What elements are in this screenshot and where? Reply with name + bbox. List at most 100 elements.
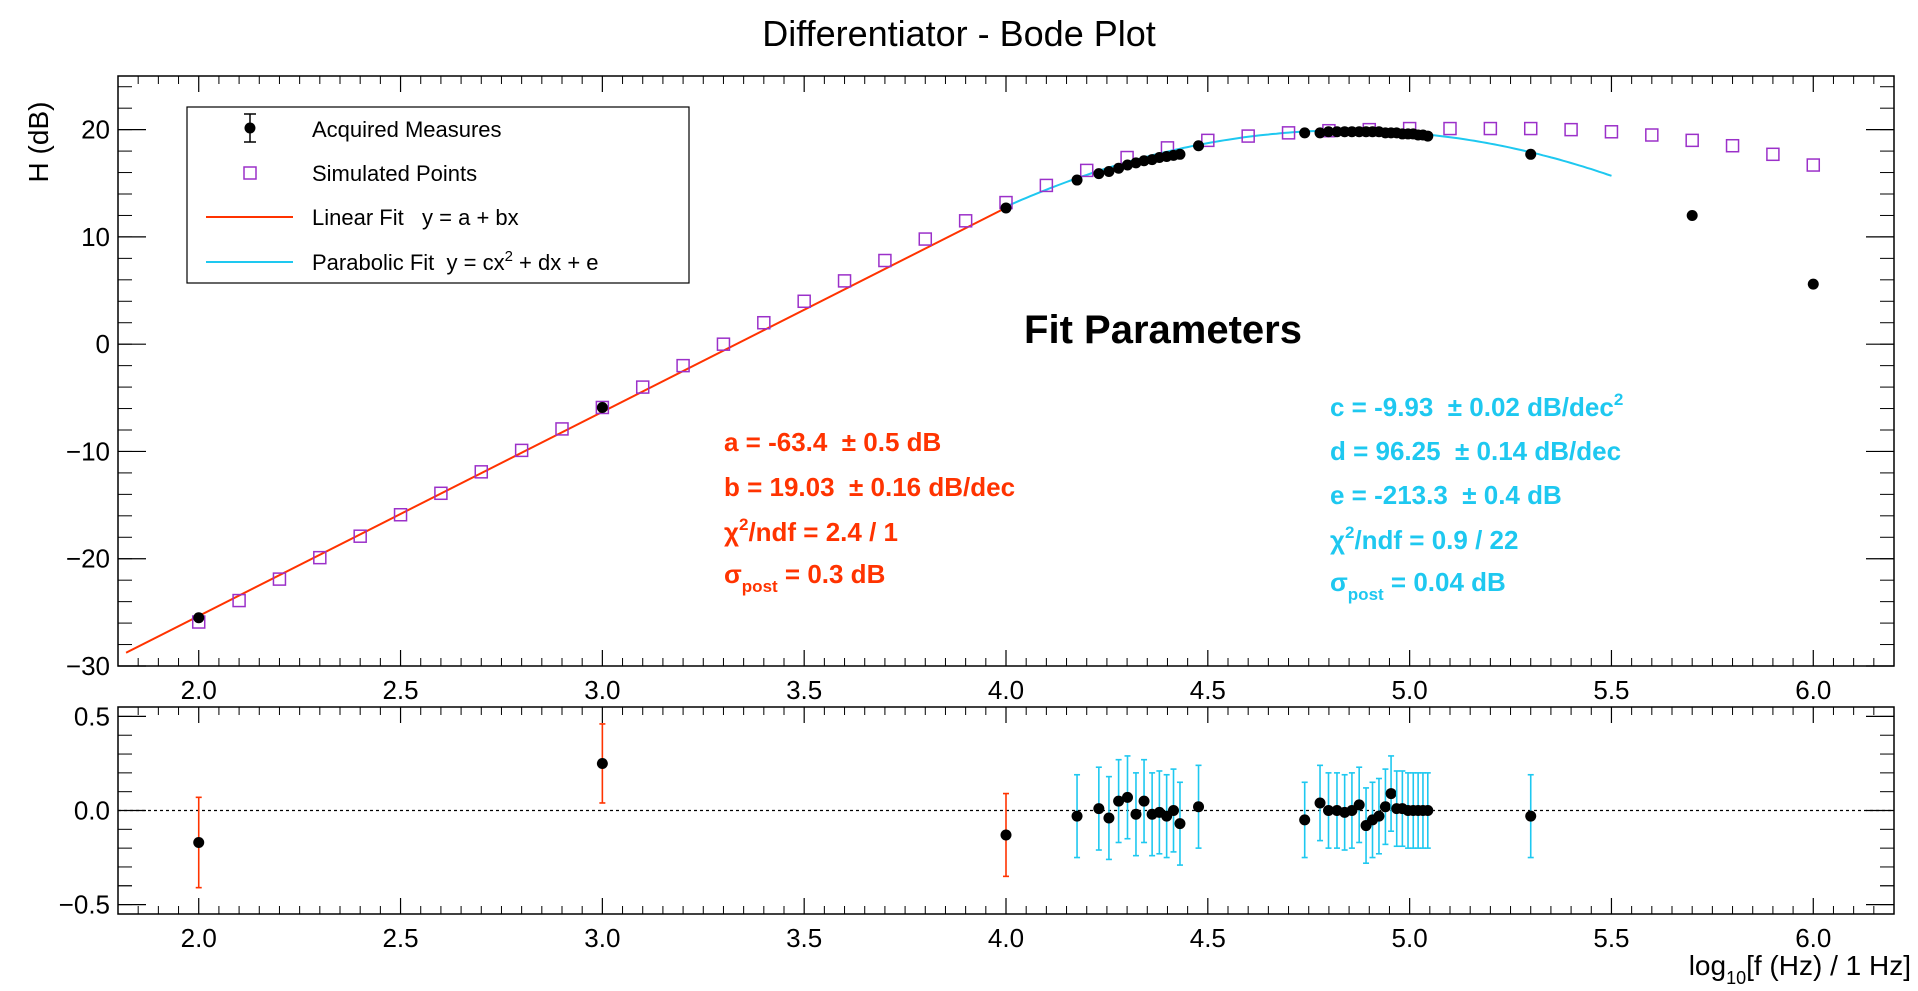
simulated-point (595, 400, 610, 415)
measured-point (1000, 202, 1012, 214)
residual-point (1379, 801, 1391, 813)
main-x-tick-label: 4.5 (1190, 675, 1226, 705)
residuals-y-tick-label: 0.0 (74, 796, 110, 826)
simulated-point (1483, 121, 1498, 136)
measured-point (1103, 165, 1115, 177)
main-plot-panel: 2.0 2.5 3.0 3.5 4.0 4.5 5.0 5.5 6.0 −30 −20 −10 0 10… (23, 75, 1895, 705)
measured-point (1331, 126, 1343, 138)
residual-point (1314, 797, 1326, 809)
simulated-point (635, 380, 650, 394)
residuals-axis-ticks (117, 707, 1895, 914)
measured-point (1071, 174, 1083, 186)
linear-sigma-symbol: σ (724, 559, 742, 589)
main-y-tick-label: −30 (66, 651, 110, 681)
simulated-point (393, 507, 408, 522)
main-x-tick-label: 3.5 (786, 675, 822, 705)
residual-point (1525, 810, 1537, 822)
residual-point (1422, 805, 1434, 816)
simulated-point (1685, 133, 1699, 148)
residual-point (1385, 788, 1397, 800)
parabolic-chi-value: /ndf = 0.9 / 22 (1354, 525, 1518, 555)
measured-point (1525, 148, 1537, 160)
main-y-tick-label: −10 (66, 436, 110, 466)
simulated-point (272, 572, 287, 586)
chart-title: Differentiator - Bode Plot (762, 13, 1156, 54)
measured-point (1323, 126, 1335, 138)
main-x-tick-label: 4.0 (988, 675, 1024, 705)
residual-points (193, 723, 1537, 889)
measured-point (1113, 162, 1125, 174)
residual-point (1000, 829, 1012, 841)
main-x-tick-label: 5.5 (1593, 675, 1629, 705)
residual-point (1299, 814, 1311, 826)
main-x-tick-labels: 2.0 2.5 3.0 3.5 4.0 4.5 5.0 5.5 6.0 (181, 675, 1832, 705)
fit-parameters-heading: Fit Parameters (1024, 308, 1302, 352)
simulated-point (1523, 121, 1538, 136)
parabolic-c-text: c = -9.93 ± 0.02 dB/dec (1330, 392, 1614, 422)
parabolic-sigma-symbol: σ (1330, 567, 1348, 597)
main-y-tick-label: 10 (81, 222, 110, 252)
simulated-point (757, 315, 771, 330)
main-y-tick-labels: −30 −20 −10 0 10 20 (66, 115, 110, 681)
legend: Acquired Measures Simulated Points Linea… (186, 106, 690, 284)
simulated-point (434, 486, 448, 501)
x-axis-label: log10[f (Hz) / 1 Hz] (1689, 950, 1911, 988)
main-axis-ticks (117, 76, 1895, 667)
residual-point (1353, 799, 1365, 811)
simulated-point (1725, 138, 1740, 153)
residuals-y-tick-labels: −0.5 0.0 0.5 (59, 701, 110, 919)
residual-point (1323, 805, 1335, 816)
residual-point (596, 757, 608, 769)
parabolic-chi-sup: 2 (1345, 523, 1354, 542)
x-axis-label-log: log (1689, 950, 1726, 981)
parabolic-sigma-value: = 0.04 dB (1384, 567, 1506, 597)
legend-parabolic-sup: 2 (505, 248, 513, 265)
simulated-point (1201, 133, 1215, 148)
residuals-x-tick-label: 5.0 (1392, 923, 1428, 953)
residual-point (1193, 801, 1205, 813)
residuals-x-tick-label: 3.0 (584, 923, 620, 953)
residual-point (1373, 810, 1385, 822)
main-x-tick-label: 3.0 (584, 675, 620, 705)
measured-point (1193, 140, 1205, 152)
main-x-tick-label: 5.0 (1392, 675, 1428, 705)
simulated-point (1604, 125, 1619, 139)
x-axis-label-sub: 10 (1726, 968, 1746, 988)
linear-param-b: b = 19.03 ± 0.16 dB/dec (724, 472, 1015, 502)
residual-point (193, 836, 205, 848)
simulated-point (555, 422, 569, 436)
residuals-y-tick-label: 0.5 (74, 701, 110, 731)
residual-point (1130, 808, 1142, 820)
residuals-plot-panel: 2.0 2.5 3.0 3.5 4.0 4.5 5.0 5.5 6.0 −0.5 0.0 0.5 l… (59, 701, 1911, 988)
measured-point (1807, 278, 1819, 290)
legend-label-parabolic-fit: Parabolic Fit y = cx2 + dx + e (312, 248, 599, 275)
measured-point (1093, 168, 1105, 180)
residuals-x-tick-label: 2.0 (181, 923, 217, 953)
parabolic-chi-symbol: χ (1330, 525, 1345, 555)
residuals-x-tick-label: 2.5 (382, 923, 418, 953)
simulated-point (1039, 178, 1054, 193)
simulated-point (1281, 126, 1296, 140)
main-x-tick-label: 2.0 (181, 675, 217, 705)
linear-chi2-ndf: χ2/ndf = 2.4 / 1 (724, 515, 898, 547)
simulated-point (1806, 158, 1821, 172)
linear-param-a: a = -63.4 ± 0.5 dB (724, 427, 941, 457)
simulated-points (191, 121, 1821, 629)
measured-point (1686, 209, 1698, 221)
residual-point (1071, 810, 1083, 822)
simulated-point (474, 465, 489, 479)
residual-point (1103, 812, 1115, 824)
parabolic-c-sup: 2 (1614, 390, 1623, 409)
residual-point (1121, 791, 1133, 803)
legend-label-acquired: Acquired Measures (312, 117, 502, 142)
main-y-tick-label: 0 (96, 329, 110, 359)
simulated-point (1645, 128, 1659, 142)
legend-marker-simulated (243, 166, 257, 180)
simulated-point (1564, 122, 1578, 137)
residuals-x-tick-label: 3.5 (786, 923, 822, 953)
main-y-tick-label: 20 (81, 115, 110, 145)
main-y-axis-label: H (dB) (23, 102, 54, 183)
measured-point (1299, 127, 1311, 139)
residuals-x-tick-label: 6.0 (1795, 923, 1831, 953)
